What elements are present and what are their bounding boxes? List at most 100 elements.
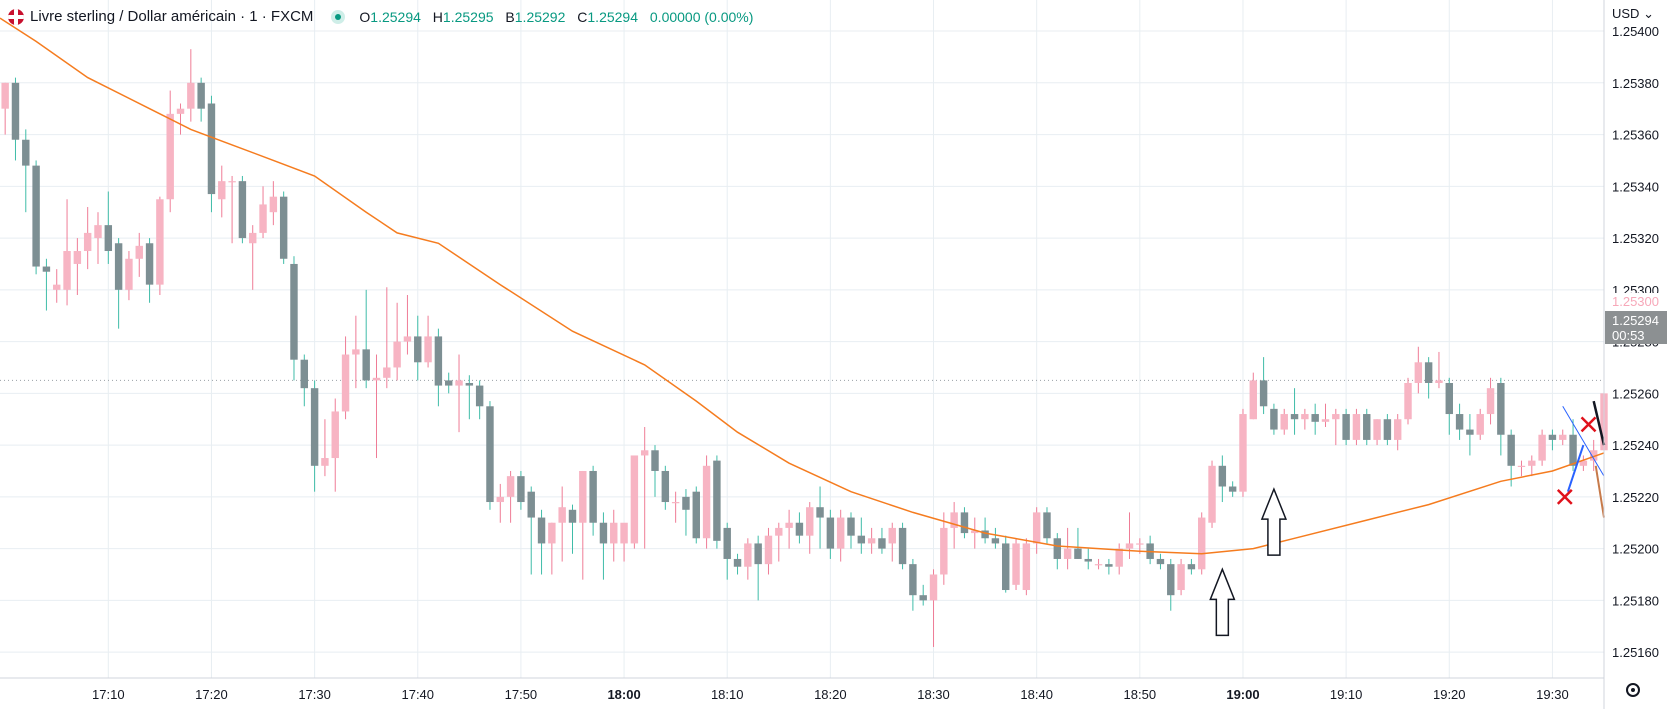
candle[interactable] <box>517 470 525 510</box>
candle[interactable] <box>888 522 896 562</box>
candle[interactable] <box>1115 543 1123 575</box>
candle[interactable] <box>135 232 143 277</box>
candle[interactable] <box>568 504 577 554</box>
candle[interactable] <box>341 336 350 420</box>
candle[interactable] <box>434 328 443 407</box>
candle[interactable] <box>1208 460 1216 528</box>
candle[interactable] <box>599 512 608 580</box>
candle[interactable] <box>795 512 804 544</box>
candle[interactable] <box>898 522 907 570</box>
candle[interactable] <box>455 354 463 433</box>
candle[interactable] <box>393 302 401 381</box>
candle[interactable] <box>197 77 205 122</box>
candle[interactable] <box>1517 460 1526 477</box>
candle[interactable] <box>53 269 61 303</box>
candle[interactable] <box>310 380 319 492</box>
candle[interactable] <box>1094 558 1103 570</box>
candle[interactable] <box>1167 558 1175 611</box>
candle[interactable] <box>702 455 711 549</box>
candle[interactable] <box>548 522 556 575</box>
candle[interactable] <box>187 49 195 122</box>
candle[interactable] <box>1373 419 1381 446</box>
candle[interactable] <box>723 522 731 580</box>
candle[interactable] <box>496 483 504 523</box>
candle[interactable] <box>403 295 412 355</box>
candle[interactable] <box>1363 408 1371 446</box>
candle[interactable] <box>857 517 866 554</box>
candle[interactable] <box>1022 538 1031 596</box>
candle[interactable] <box>321 419 329 477</box>
candle[interactable] <box>1218 455 1227 503</box>
candle[interactable] <box>1497 377 1505 456</box>
candle[interactable] <box>558 486 566 562</box>
candle[interactable] <box>1548 429 1557 451</box>
candle[interactable] <box>651 445 659 497</box>
candle[interactable] <box>1466 414 1474 456</box>
candle[interactable] <box>744 538 752 580</box>
candle[interactable] <box>1197 512 1206 575</box>
candle[interactable] <box>475 380 484 420</box>
blue-line-drawing[interactable] <box>1566 444 1585 492</box>
candle[interactable] <box>1414 346 1423 394</box>
candle[interactable] <box>1538 429 1546 466</box>
candle[interactable] <box>878 527 886 554</box>
candle[interactable] <box>1352 408 1361 446</box>
candle[interactable] <box>22 129 30 213</box>
candle[interactable] <box>1589 439 1598 471</box>
candle[interactable] <box>104 191 113 264</box>
candle[interactable] <box>1290 388 1299 435</box>
candle[interactable] <box>218 165 226 218</box>
candle[interactable] <box>1301 408 1309 430</box>
candle[interactable] <box>950 502 958 549</box>
candle[interactable] <box>1507 429 1515 487</box>
candle[interactable] <box>1311 403 1319 435</box>
candle[interactable] <box>207 95 216 213</box>
candle[interactable] <box>671 491 680 523</box>
candle[interactable] <box>372 354 381 459</box>
candle[interactable] <box>1342 408 1350 446</box>
candle[interactable] <box>847 512 855 549</box>
candle[interactable] <box>465 375 474 420</box>
candle[interactable] <box>94 212 102 264</box>
candle[interactable] <box>1228 481 1237 497</box>
up-arrow-drawing[interactable] <box>1209 567 1236 637</box>
cross-mark-drawing[interactable] <box>1556 488 1573 505</box>
candle[interactable] <box>1424 357 1433 399</box>
candle[interactable] <box>1156 553 1165 570</box>
candle[interactable] <box>692 486 700 544</box>
black-line-drawing[interactable] <box>1592 400 1606 446</box>
candle[interactable] <box>816 486 824 549</box>
candle[interactable] <box>249 225 257 290</box>
market-status-icon[interactable] <box>331 9 346 24</box>
candle[interactable] <box>1259 357 1268 415</box>
candle[interactable] <box>971 517 979 549</box>
candle[interactable] <box>238 175 247 244</box>
candle[interactable] <box>1476 408 1484 440</box>
candle[interactable] <box>579 470 587 580</box>
candle[interactable] <box>754 535 762 601</box>
candle[interactable] <box>269 181 278 226</box>
candle[interactable] <box>1084 548 1092 570</box>
candle[interactable] <box>1569 419 1577 471</box>
candle[interactable] <box>940 512 948 585</box>
candle[interactable] <box>1187 558 1196 575</box>
candle[interactable] <box>929 569 938 647</box>
candle[interactable] <box>1105 558 1113 575</box>
brown-line-drawing[interactable] <box>1594 465 1605 518</box>
candle[interactable] <box>352 315 360 389</box>
candle[interactable] <box>125 251 133 301</box>
candle[interactable] <box>1270 403 1278 435</box>
candle[interactable] <box>1012 538 1020 591</box>
candle[interactable] <box>1559 429 1567 446</box>
cross-mark-drawing[interactable] <box>1580 416 1597 433</box>
trend-line-drawing[interactable] <box>1562 406 1605 477</box>
candle[interactable] <box>156 196 164 296</box>
candle[interactable] <box>331 398 339 492</box>
candle[interactable] <box>1 82 9 135</box>
candle[interactable] <box>1043 507 1051 544</box>
currency-selector[interactable]: USD ⌄ <box>1612 6 1654 22</box>
candle[interactable] <box>1486 377 1495 425</box>
candle[interactable] <box>785 509 793 549</box>
candle[interactable] <box>42 258 51 311</box>
